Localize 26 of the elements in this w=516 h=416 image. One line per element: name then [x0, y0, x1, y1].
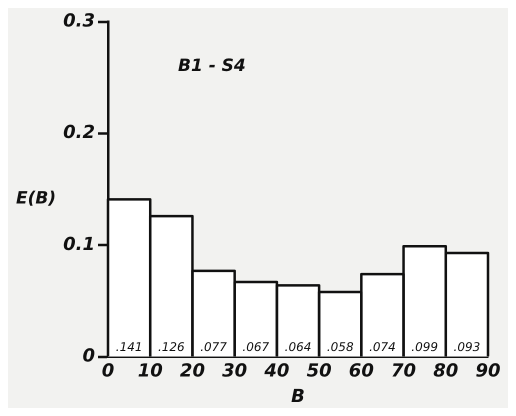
annotation: B1 - S4 [178, 56, 246, 76]
x-axis-title: B [291, 386, 305, 407]
data-label: .077 [200, 340, 228, 354]
data-label: .126 [158, 340, 186, 354]
x-tick-label: 60 [348, 360, 374, 382]
x-tick-label: 10 [138, 360, 163, 382]
y-tick-label: 0 [82, 345, 95, 366]
x-tick-label: 50 [306, 360, 332, 382]
x-tick-label: 20 [180, 360, 205, 382]
data-label: .093 [454, 340, 480, 354]
x-tick-label: 0 [102, 360, 114, 382]
y-tick-label: 0.1 [63, 234, 95, 255]
y-tick-label: 0.2 [63, 122, 95, 144]
x-tick-label: 40 [263, 360, 290, 382]
data-label: .141 [116, 340, 142, 354]
x-tick-label: 80 [433, 360, 458, 382]
data-label: .064 [284, 340, 312, 354]
x-tick-label: 70 [391, 360, 416, 382]
data-label: .067 [242, 340, 270, 354]
y-axis-title: E(B) [16, 188, 56, 209]
data-label: .058 [326, 340, 354, 354]
x-tick-label: 30 [222, 360, 248, 382]
y-tick-label: 0.3 [63, 10, 95, 32]
data-label: .074 [369, 340, 396, 354]
x-tick-label: 90 [475, 360, 501, 382]
data-label: .099 [411, 340, 438, 354]
